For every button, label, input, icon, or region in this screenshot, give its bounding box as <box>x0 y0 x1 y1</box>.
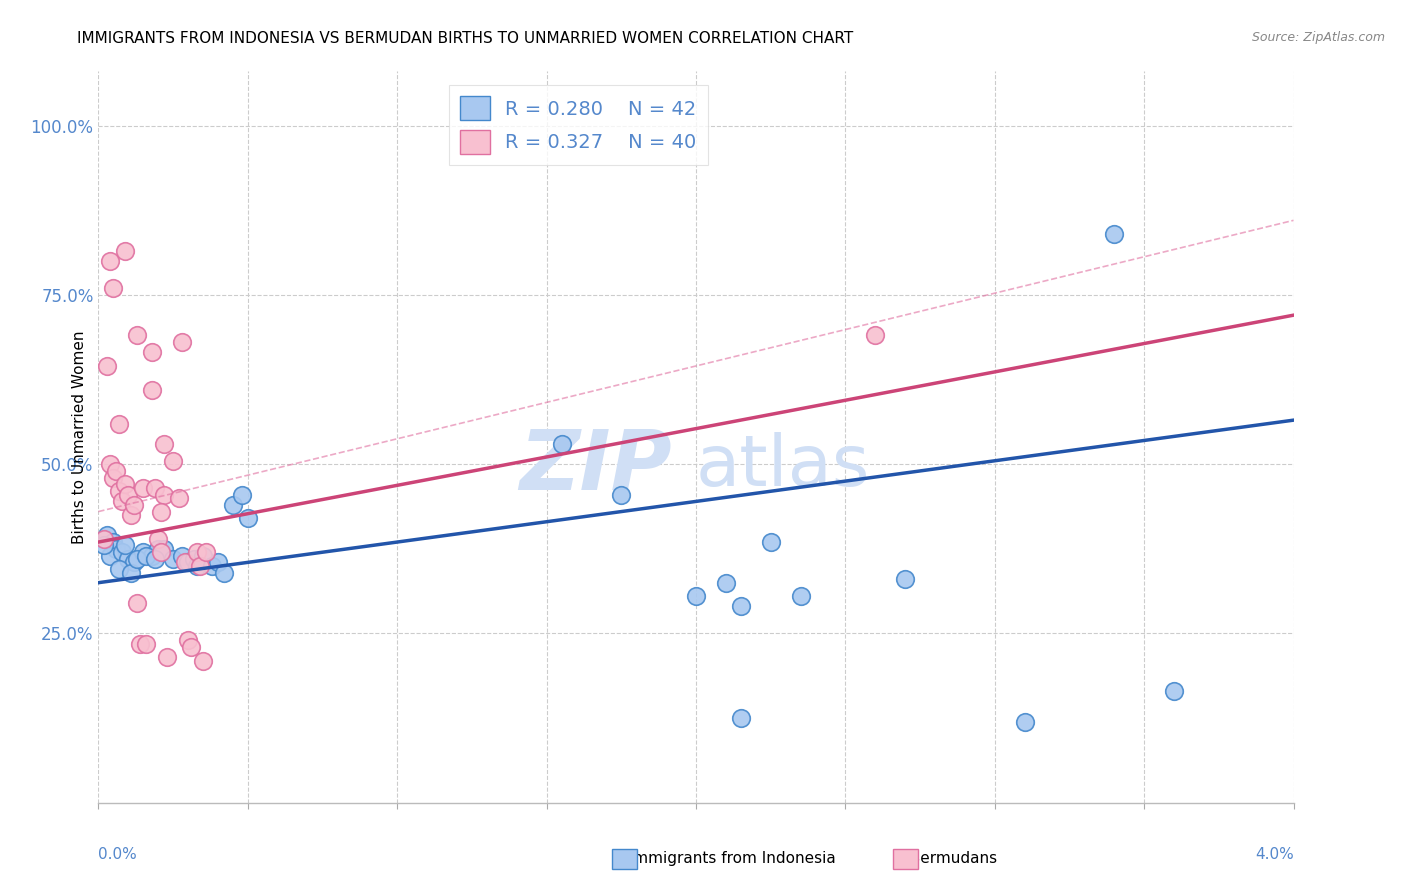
Text: atlas: atlas <box>696 432 870 500</box>
Point <box>174 555 197 569</box>
Point <box>120 566 142 580</box>
Point <box>103 535 125 549</box>
Point <box>730 711 752 725</box>
Point <box>108 562 131 576</box>
Point <box>162 552 184 566</box>
Text: Bermudans: Bermudans <box>900 851 997 865</box>
Point <box>610 488 633 502</box>
Point <box>98 549 122 563</box>
Point <box>156 650 179 665</box>
Point <box>759 535 782 549</box>
Point <box>167 491 190 505</box>
Point <box>127 552 149 566</box>
Point <box>186 558 208 573</box>
Point <box>191 654 214 668</box>
Point <box>103 281 125 295</box>
Point <box>714 575 737 590</box>
Point <box>1163 684 1185 698</box>
Point <box>183 552 205 566</box>
Point <box>93 538 115 552</box>
Point <box>153 488 176 502</box>
Point <box>124 555 146 569</box>
Point <box>177 633 200 648</box>
Point <box>188 558 211 573</box>
Point <box>111 545 134 559</box>
Point <box>191 549 214 563</box>
Y-axis label: Births to Unmarried Women: Births to Unmarried Women <box>72 330 87 544</box>
Point <box>1104 227 1126 241</box>
Point <box>865 328 887 343</box>
Point <box>127 328 149 343</box>
Point <box>117 488 139 502</box>
Point <box>236 511 259 525</box>
Point <box>141 345 163 359</box>
Point <box>120 508 142 522</box>
Text: Immigrants from Indonesia: Immigrants from Indonesia <box>619 851 835 865</box>
Point <box>685 589 707 603</box>
Text: IMMIGRANTS FROM INDONESIA VS BERMUDAN BIRTHS TO UNMARRIED WOMEN CORRELATION CHAR: IMMIGRANTS FROM INDONESIA VS BERMUDAN BI… <box>77 31 853 46</box>
Point <box>222 498 245 512</box>
Point <box>172 549 194 563</box>
Point <box>894 572 917 586</box>
Point <box>114 477 136 491</box>
Point <box>231 488 253 502</box>
Point <box>129 637 152 651</box>
Point <box>172 335 194 350</box>
Point <box>132 481 155 495</box>
Point <box>105 541 128 556</box>
Point <box>143 552 166 566</box>
Point <box>207 555 229 569</box>
Point <box>127 596 149 610</box>
Point <box>150 505 173 519</box>
Point <box>141 383 163 397</box>
Point <box>96 359 118 373</box>
Point <box>135 549 157 563</box>
Point <box>177 555 200 569</box>
Legend: R = 0.280    N = 42, R = 0.327    N = 40: R = 0.280 N = 42, R = 0.327 N = 40 <box>449 85 709 165</box>
Text: 4.0%: 4.0% <box>1254 847 1294 862</box>
Point <box>201 558 224 573</box>
Point <box>195 545 218 559</box>
Point <box>148 541 170 556</box>
Point <box>135 637 157 651</box>
Point <box>124 498 146 512</box>
Point <box>96 528 118 542</box>
Text: 0.0%: 0.0% <box>98 847 138 862</box>
Point <box>108 417 131 431</box>
Point <box>98 457 122 471</box>
Text: Source: ZipAtlas.com: Source: ZipAtlas.com <box>1251 31 1385 45</box>
Point <box>108 484 131 499</box>
Point <box>141 549 163 563</box>
Point <box>212 566 235 580</box>
Point <box>103 471 125 485</box>
Point <box>148 532 170 546</box>
Point <box>105 464 128 478</box>
Point <box>143 481 166 495</box>
Point <box>114 538 136 552</box>
Point <box>550 437 572 451</box>
Point <box>98 254 122 268</box>
Point <box>153 437 176 451</box>
Point <box>93 532 115 546</box>
Point <box>789 589 811 603</box>
Point <box>150 545 173 559</box>
Point <box>114 244 136 258</box>
Point <box>1014 714 1036 729</box>
Point <box>186 545 208 559</box>
Point <box>132 545 155 559</box>
Point <box>117 552 139 566</box>
Point <box>730 599 752 614</box>
Text: ZIP: ZIP <box>519 425 672 507</box>
Point <box>180 640 202 654</box>
Point <box>111 494 134 508</box>
Point <box>162 454 184 468</box>
Point <box>153 541 176 556</box>
